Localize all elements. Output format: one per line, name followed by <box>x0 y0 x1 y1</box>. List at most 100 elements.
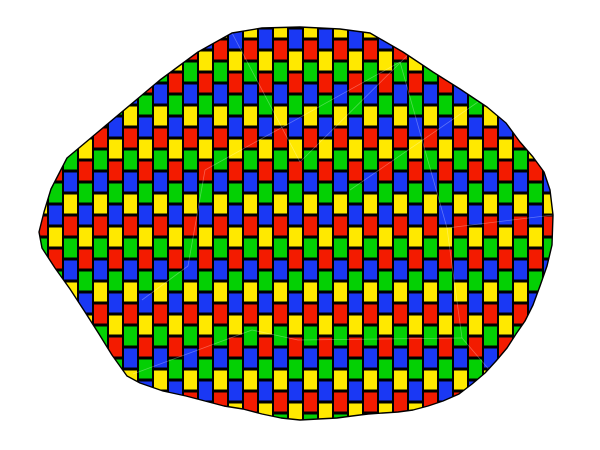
brick-yellow <box>334 282 347 302</box>
brick-red <box>394 304 407 324</box>
brick-green <box>259 95 272 115</box>
brick-red <box>289 161 302 181</box>
brick-yellow <box>334 106 347 126</box>
brick-blue <box>424 348 437 368</box>
seam-line <box>446 227 463 339</box>
brick-yellow <box>244 370 257 390</box>
brick-green <box>94 238 107 258</box>
brick-blue <box>364 260 377 280</box>
brick-red <box>169 73 182 93</box>
brick-yellow <box>454 282 467 302</box>
brick-red <box>409 161 422 181</box>
brick-blue <box>229 381 242 401</box>
brick-red <box>529 249 542 269</box>
brick-yellow <box>244 194 257 214</box>
brick-green <box>484 326 497 346</box>
brick-blue <box>79 205 92 225</box>
brick-blue <box>169 293 182 313</box>
brick-yellow <box>244 282 257 302</box>
brick-red <box>454 216 467 236</box>
brick-red <box>244 128 257 148</box>
brick-green <box>529 183 542 203</box>
brick-green <box>379 95 392 115</box>
brick-red <box>214 40 227 60</box>
brick-red <box>424 128 437 148</box>
brick-red <box>304 304 317 324</box>
brick-yellow <box>274 282 287 302</box>
brick-blue <box>349 293 362 313</box>
brick-red <box>259 337 272 357</box>
brick-red <box>334 128 347 148</box>
brick-blue <box>154 260 167 280</box>
seam-line <box>399 61 448 229</box>
brick-blue <box>199 205 212 225</box>
brick-blue <box>139 293 152 313</box>
brick-green <box>169 95 182 115</box>
brick-blue <box>214 348 227 368</box>
brick-yellow <box>349 227 362 247</box>
brick-red <box>514 304 527 324</box>
brick-red <box>199 337 212 357</box>
brick-green <box>529 271 542 291</box>
brick-blue <box>289 205 302 225</box>
blob-outline <box>38 26 554 421</box>
brick-red <box>454 128 467 148</box>
brick-yellow <box>184 194 197 214</box>
brick-yellow <box>199 227 212 247</box>
brick-yellow <box>394 194 407 214</box>
brick-green <box>109 183 122 203</box>
brick-green <box>109 271 122 291</box>
seam-line <box>299 42 421 163</box>
brick-green <box>154 150 167 170</box>
brick-blue <box>334 348 347 368</box>
brick-yellow <box>334 194 347 214</box>
brick-yellow <box>349 315 362 335</box>
brick-red <box>439 249 452 269</box>
brick-yellow <box>499 227 512 247</box>
brick-blue <box>304 260 317 280</box>
brick-green <box>304 150 317 170</box>
brick-red <box>379 161 392 181</box>
brick-red <box>229 337 242 357</box>
brick-red <box>109 249 122 269</box>
brick-red <box>199 249 212 269</box>
brick-blue <box>379 117 392 137</box>
brick-blue <box>364 172 377 192</box>
brick-yellow <box>469 139 482 159</box>
brick-yellow <box>304 106 317 126</box>
brick-yellow <box>109 315 122 335</box>
brick-yellow <box>169 227 182 247</box>
brick-red <box>169 249 182 269</box>
brick-yellow <box>274 194 287 214</box>
brick-blue <box>304 348 317 368</box>
brick-blue <box>244 348 257 368</box>
brick-green <box>364 238 377 258</box>
brick-blue <box>379 381 392 401</box>
brick-green <box>364 150 377 170</box>
brick-green <box>274 238 287 258</box>
brick-red <box>199 161 212 181</box>
brick-green <box>424 326 437 346</box>
brick-red <box>244 40 257 60</box>
brick-blue <box>484 260 497 280</box>
brick-yellow <box>364 370 377 390</box>
brick-yellow <box>199 315 212 335</box>
brick-yellow <box>229 51 242 71</box>
brick-green <box>334 150 347 170</box>
brick-green <box>259 271 272 291</box>
brick-red <box>334 216 347 236</box>
brick-red <box>394 128 407 148</box>
brick-yellow <box>364 194 377 214</box>
brick-blue <box>109 293 122 313</box>
brick-yellow <box>49 227 62 247</box>
brick-yellow <box>289 315 302 335</box>
brick-yellow <box>289 51 302 71</box>
brick-red <box>499 161 512 181</box>
brick-green <box>169 183 182 203</box>
brick-green <box>424 238 437 258</box>
brick-green <box>349 359 362 379</box>
brick-yellow <box>499 139 512 159</box>
brick-blue <box>349 117 362 137</box>
brick-red <box>199 73 212 93</box>
brick-green <box>79 271 92 291</box>
